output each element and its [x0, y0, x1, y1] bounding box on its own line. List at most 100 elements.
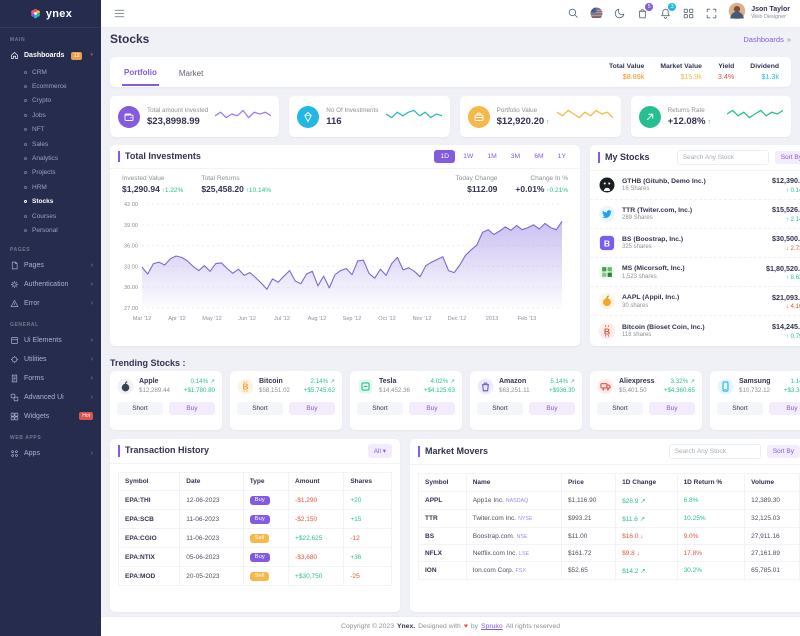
breadcrumb-link[interactable]: Dashboards	[743, 34, 784, 44]
tx-shares: +36	[343, 547, 392, 567]
stock-row-bs[interactable]: B BS (Boostrap, Inc.)325 shares $30,500.10…	[590, 229, 800, 259]
range-button-1d[interactable]: 1D	[434, 150, 456, 163]
stock-row-gthb[interactable]: GTHB (Gituhb, Demo Inc.) 16 Shares $12,390…	[590, 171, 800, 201]
sidebar-item-apps[interactable]: Apps ›	[0, 444, 101, 463]
sidebar-item-jobs[interactable]: Jobs	[0, 108, 101, 122]
fullscreen-icon[interactable]	[705, 7, 718, 20]
svg-text:B: B	[243, 383, 249, 392]
footer: Copyright © 2023 Ynex. Designed with ♥ b…	[101, 616, 800, 636]
svg-text:36.00: 36.00	[124, 244, 138, 250]
stat-card-body: No Of Investments 116	[326, 107, 378, 127]
stock-row-ttr[interactable]: TTR (Twiter.com, Inc.) 289 Shares $15,526.…	[590, 200, 800, 230]
user-profile[interactable]: Json Taylor Web Designer	[728, 2, 790, 25]
short-button[interactable]: Short	[597, 402, 643, 415]
sidebar-item-hrm[interactable]: HRM	[0, 180, 101, 194]
buy-button[interactable]: Buy	[169, 402, 215, 415]
summary-stat-total-value: Total Value $8.89k	[609, 63, 644, 81]
bitcoin-logo: B	[598, 322, 616, 340]
stat-card-value: 116	[326, 115, 342, 127]
range-button-1y[interactable]: 1Y	[551, 150, 572, 163]
table-row[interactable]: NFLX Netflix.com Inc. LSE $161.72 $9.8 ↓ 17.8…	[418, 544, 800, 562]
table-row[interactable]: EPA:THI 12-06-2023 Buy -$1,290 +20	[117, 490, 392, 510]
buy-button[interactable]: Buy	[409, 402, 455, 415]
table-row[interactable]: TTR Twiter.com Inc. NYSE $993.21 $11.6 ↗ 10.2…	[418, 509, 800, 528]
tab-market[interactable]: Market	[178, 68, 204, 78]
trending-card-top: Apple $12,289.44 0.14% ↗ +$1,780.80	[117, 378, 215, 395]
buy-button[interactable]: Buy	[649, 402, 695, 415]
table-row[interactable]: APPL App1e Inc. NASDAQ $1,116.90 $28.9 ↗ 6.8%…	[418, 491, 800, 510]
search-icon[interactable]	[567, 7, 580, 20]
stock-search-input[interactable]	[676, 150, 769, 165]
menu-toggle-icon[interactable]	[113, 7, 126, 20]
sidebar-item-projects[interactable]: Projects	[0, 166, 101, 180]
sidebar-item-widgets[interactable]: Widgets Hot	[0, 407, 101, 426]
apps-grid-icon[interactable]	[682, 7, 695, 20]
sidebar-item-label: Pages	[24, 261, 44, 269]
type-badge-sell: Sell	[249, 533, 270, 543]
sidebar-item-personal[interactable]: Personal	[0, 223, 101, 237]
table-row[interactable]: EPA:SCB 11-06-2023 Buy -$2,150 +15	[117, 509, 392, 529]
table-row[interactable]: EPA:CGIO 11-06-2023 Sell +$22,625 -12	[117, 528, 392, 548]
sidebar-item-stocks[interactable]: Stocks	[0, 195, 101, 209]
footer-author-link[interactable]: Spruko	[481, 623, 503, 630]
invest-stat-value: $1,290.94 ↑1.22%	[122, 184, 184, 194]
aliexpress-logo	[597, 378, 614, 395]
breadcrumb[interactable]: Dashboards»	[743, 35, 791, 44]
range-button-3m[interactable]: 3M	[504, 150, 527, 163]
sidebar-item-dashboards[interactable]: Dashboards 12 ▾	[0, 46, 101, 65]
short-button[interactable]: Short	[477, 402, 523, 415]
mv-1d-return: 10.25%	[676, 509, 746, 528]
sidebar-item-crm[interactable]: CRM	[0, 65, 101, 79]
transaction-history-panel: Transaction History All ▾ Symbol Date Type…	[110, 439, 400, 612]
stock-row-ms[interactable]: MS (Micorsoft, Inc.) 1,523 shares $1,80,52…	[590, 258, 800, 288]
sidebar-item-advanced-ui[interactable]: Advanced Ui ›	[0, 388, 101, 407]
movers-search-input[interactable]	[668, 444, 761, 459]
short-button[interactable]: Short	[237, 402, 283, 415]
invest-stat-value: $112.09	[467, 184, 498, 194]
table-row[interactable]: BS Boostrap.com. NSE $11.00 $16.0 ↓ 9.0% 27,91…	[418, 527, 800, 545]
short-button[interactable]: Short	[357, 402, 403, 415]
dark-mode-moon-icon[interactable]	[613, 7, 626, 20]
mv-1d-change: $16.0 ↓	[615, 527, 678, 545]
buy-button[interactable]: Buy	[769, 402, 800, 415]
sidebar-item-ui-elements[interactable]: Ui Elements ›	[0, 331, 101, 350]
tab-portfolio[interactable]: Portfolio	[122, 59, 159, 86]
sidebar-item-nft[interactable]: NFT	[0, 123, 101, 137]
sidebar-item-pages[interactable]: Pages ›	[0, 256, 101, 275]
mv-symbol: BS	[418, 527, 467, 545]
table-row[interactable]: EPA:NTIX 05-06-2023 Buy -$3,680 +36	[117, 547, 392, 567]
sidebar-item-courses[interactable]: Courses	[0, 209, 101, 223]
sidebar-item-crypto[interactable]: Crypto	[0, 94, 101, 108]
short-button[interactable]: Short	[717, 402, 763, 415]
notifications-bell-icon[interactable]: 3	[659, 3, 677, 20]
buy-button[interactable]: Buy	[289, 402, 335, 415]
cart-icon[interactable]: 5	[636, 3, 654, 20]
sidebar-item-analytics[interactable]: Analytics	[0, 151, 101, 165]
table-row[interactable]: EPA:MOD 20-05-2023 Sell +$30,750 -25	[117, 566, 392, 586]
mv-company: Netflix.com Inc.	[472, 549, 518, 557]
sidebar-item-sales[interactable]: Sales	[0, 137, 101, 151]
buy-button[interactable]: Buy	[529, 402, 575, 415]
brand-logo[interactable]: ynex	[0, 0, 101, 28]
mv-exchange-badge: NYSE	[518, 516, 533, 522]
sidebar-item-error[interactable]: Error ›	[0, 294, 101, 313]
range-button-6m[interactable]: 6M	[528, 150, 550, 163]
sparkline-chart	[726, 109, 784, 119]
filter-all-button[interactable]: All ▾	[367, 444, 392, 458]
table-row[interactable]: ION Ion.com Corp. FSX $52.65 $14.2 ↗ 30.2% 65,…	[418, 561, 800, 580]
range-button-1w[interactable]: 1W	[457, 150, 480, 163]
sidebar-item-forms[interactable]: Forms ›	[0, 369, 101, 388]
stock-row-aapl[interactable]: AAPL (Appil, Inc.)30 shares $21,093.20↓ 4…	[590, 287, 800, 317]
sidebar-item-ecommerce[interactable]: Ecommerce	[0, 79, 101, 93]
sidebar-item-utilities[interactable]: Utilities ›	[0, 350, 101, 369]
trending-change-block: 3.32% ↗ +$4,360.65	[664, 378, 695, 395]
trending-price: $14,452.36	[379, 387, 410, 394]
stock-row-bitcoin[interactable]: B Bitcoin (Bioset Coin, Inc.) 118 shares $1…	[590, 316, 800, 345]
movers-sort-by-button[interactable]: Sort By	[766, 445, 800, 458]
sort-by-button[interactable]: Sort By	[774, 151, 800, 164]
sidebar-item-authentication[interactable]: Authentication ›	[0, 275, 101, 294]
short-button[interactable]: Short	[117, 402, 163, 415]
language-flag-icon[interactable]	[590, 7, 603, 20]
range-button-1m[interactable]: 1M	[481, 150, 503, 163]
trend-up-icon: ↗	[638, 497, 646, 505]
